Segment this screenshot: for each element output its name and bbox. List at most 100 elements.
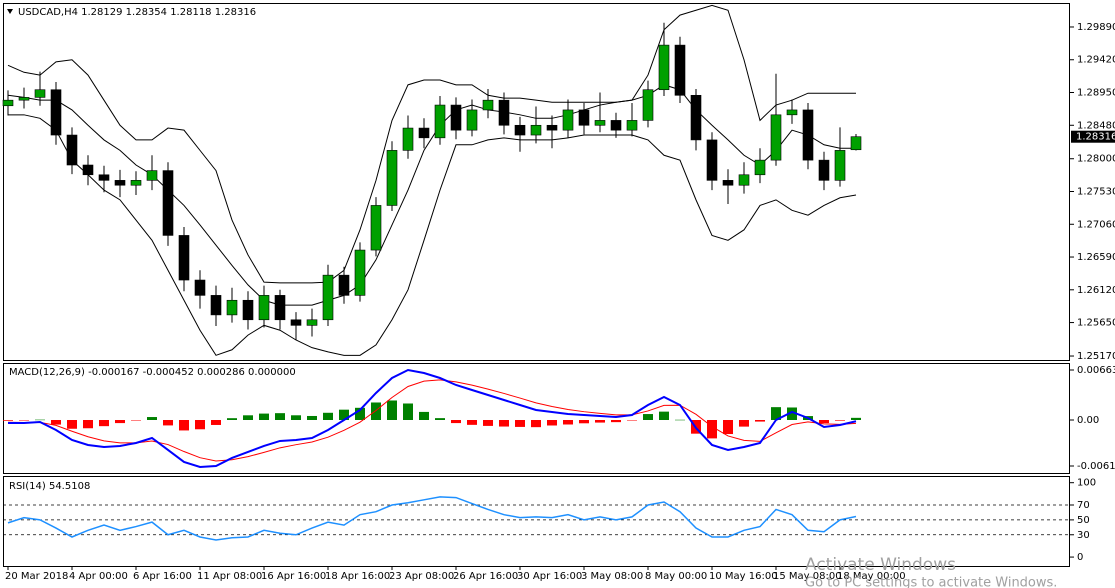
candle-body	[18, 97, 30, 101]
histogram-bar	[643, 414, 653, 421]
candle-body	[34, 89, 46, 98]
histogram-bar	[83, 420, 93, 429]
current-price-box	[1071, 130, 1115, 143]
candle-body	[450, 104, 462, 131]
histogram-bar	[19, 420, 29, 421]
histogram-bar	[675, 419, 685, 421]
histogram-bar	[851, 417, 861, 421]
histogram-bar	[195, 420, 205, 430]
candle-body	[98, 174, 110, 181]
candle-body	[802, 109, 814, 161]
histogram-bar	[787, 407, 797, 421]
candle-body	[818, 159, 830, 181]
candle-body	[530, 124, 542, 136]
y-tick-label: 1.29420	[1077, 55, 1115, 66]
candle-body	[658, 44, 670, 91]
histogram-bar	[387, 400, 397, 421]
price-title: USDCAD,H4 1.28129 1.28354 1.28118 1.2831…	[18, 7, 256, 18]
watermark-title: Activate Windows	[805, 555, 956, 575]
candle-body	[562, 109, 574, 131]
histogram-bar	[227, 418, 237, 421]
y-tick-label: 1.26120	[1077, 285, 1115, 296]
x-tick-label: 10 May 16:00	[709, 571, 778, 582]
candle-body	[226, 299, 238, 316]
histogram-bar	[499, 420, 509, 427]
macd-title: MACD(12,26,9) -0.000167 -0.000452 0.0002…	[9, 367, 296, 378]
macd-line	[8, 368, 857, 468]
candle-body	[130, 180, 142, 186]
candle-body	[434, 104, 446, 139]
histogram-bar	[531, 420, 541, 428]
candle-body	[706, 139, 718, 181]
y-tick-label: 1.28950	[1077, 88, 1115, 99]
histogram-bar	[563, 420, 573, 425]
candle-body	[162, 170, 174, 236]
menu-icon[interactable]	[7, 9, 13, 14]
histogram-bar	[339, 409, 349, 421]
x-tick-label: 8 May 00:00	[645, 571, 707, 582]
y-tick-label: 1.26590	[1077, 252, 1115, 263]
y-tick-label: 1.25170	[1077, 351, 1115, 362]
y-tick-label: 1.27060	[1077, 219, 1115, 230]
histogram-bar	[627, 420, 637, 421]
histogram-bar	[67, 420, 77, 429]
candle-body	[338, 274, 350, 296]
histogram-bar	[179, 420, 189, 431]
x-tick-label: 15 May 08:00	[773, 571, 842, 582]
histogram-bar	[3, 420, 13, 421]
histogram-bar	[483, 420, 493, 426]
histogram-bar	[467, 420, 477, 425]
candle-body	[50, 89, 62, 136]
histogram-bar	[355, 407, 365, 421]
candle-body	[834, 150, 846, 181]
y-tick-label: 30	[1077, 530, 1090, 541]
candle-body	[674, 44, 686, 96]
histogram-bar	[755, 420, 765, 422]
y-tick-label: 70	[1077, 500, 1090, 511]
candle-body	[690, 94, 702, 141]
x-tick-label: 3 May 08:00	[581, 571, 643, 582]
histogram-bar	[723, 420, 733, 435]
histogram-bar	[835, 420, 845, 421]
candle-body	[242, 299, 254, 321]
current-price-label: 1.28316	[1076, 132, 1115, 143]
candle-body	[770, 114, 782, 161]
x-tick-label: 18 Apr 16:00	[325, 571, 390, 582]
histogram-bar	[515, 420, 525, 427]
histogram-bar	[419, 411, 429, 421]
candle-body	[722, 180, 734, 186]
histogram-bar	[819, 420, 829, 424]
macd-panel	[3, 363, 1070, 474]
candle-body	[82, 164, 94, 176]
candle-body	[66, 134, 78, 166]
candle-body	[178, 235, 190, 281]
histogram-bar	[131, 420, 141, 421]
candle-body	[2, 99, 14, 107]
histogram-bar	[35, 419, 45, 421]
y-tick-label: 1.28480	[1077, 120, 1115, 131]
candle-body	[514, 124, 526, 136]
histogram-bar	[323, 412, 333, 421]
candle-body	[594, 120, 606, 126]
x-tick-label: 16 Apr 16:00	[261, 571, 326, 582]
histogram-bar	[659, 411, 669, 421]
candle-body	[498, 99, 510, 126]
histogram-bar	[291, 415, 301, 421]
candle-body	[418, 127, 430, 139]
histogram-bar	[275, 413, 285, 421]
histogram-bar	[211, 420, 221, 425]
x-tick-label: 26 Apr 16:00	[453, 571, 518, 582]
y-tick-label: 1.25650	[1077, 318, 1115, 329]
histogram-bar	[307, 415, 317, 421]
y-tick-label: 0.00	[1077, 415, 1099, 426]
candle-body	[114, 180, 126, 186]
candle-body	[610, 120, 622, 131]
histogram-bar	[579, 420, 589, 424]
candle-body	[482, 99, 494, 111]
histogram-bar	[99, 420, 109, 427]
histogram-bar	[403, 403, 413, 421]
histogram-bar	[451, 420, 461, 424]
candle-body	[290, 319, 302, 326]
candle-body	[306, 319, 318, 326]
